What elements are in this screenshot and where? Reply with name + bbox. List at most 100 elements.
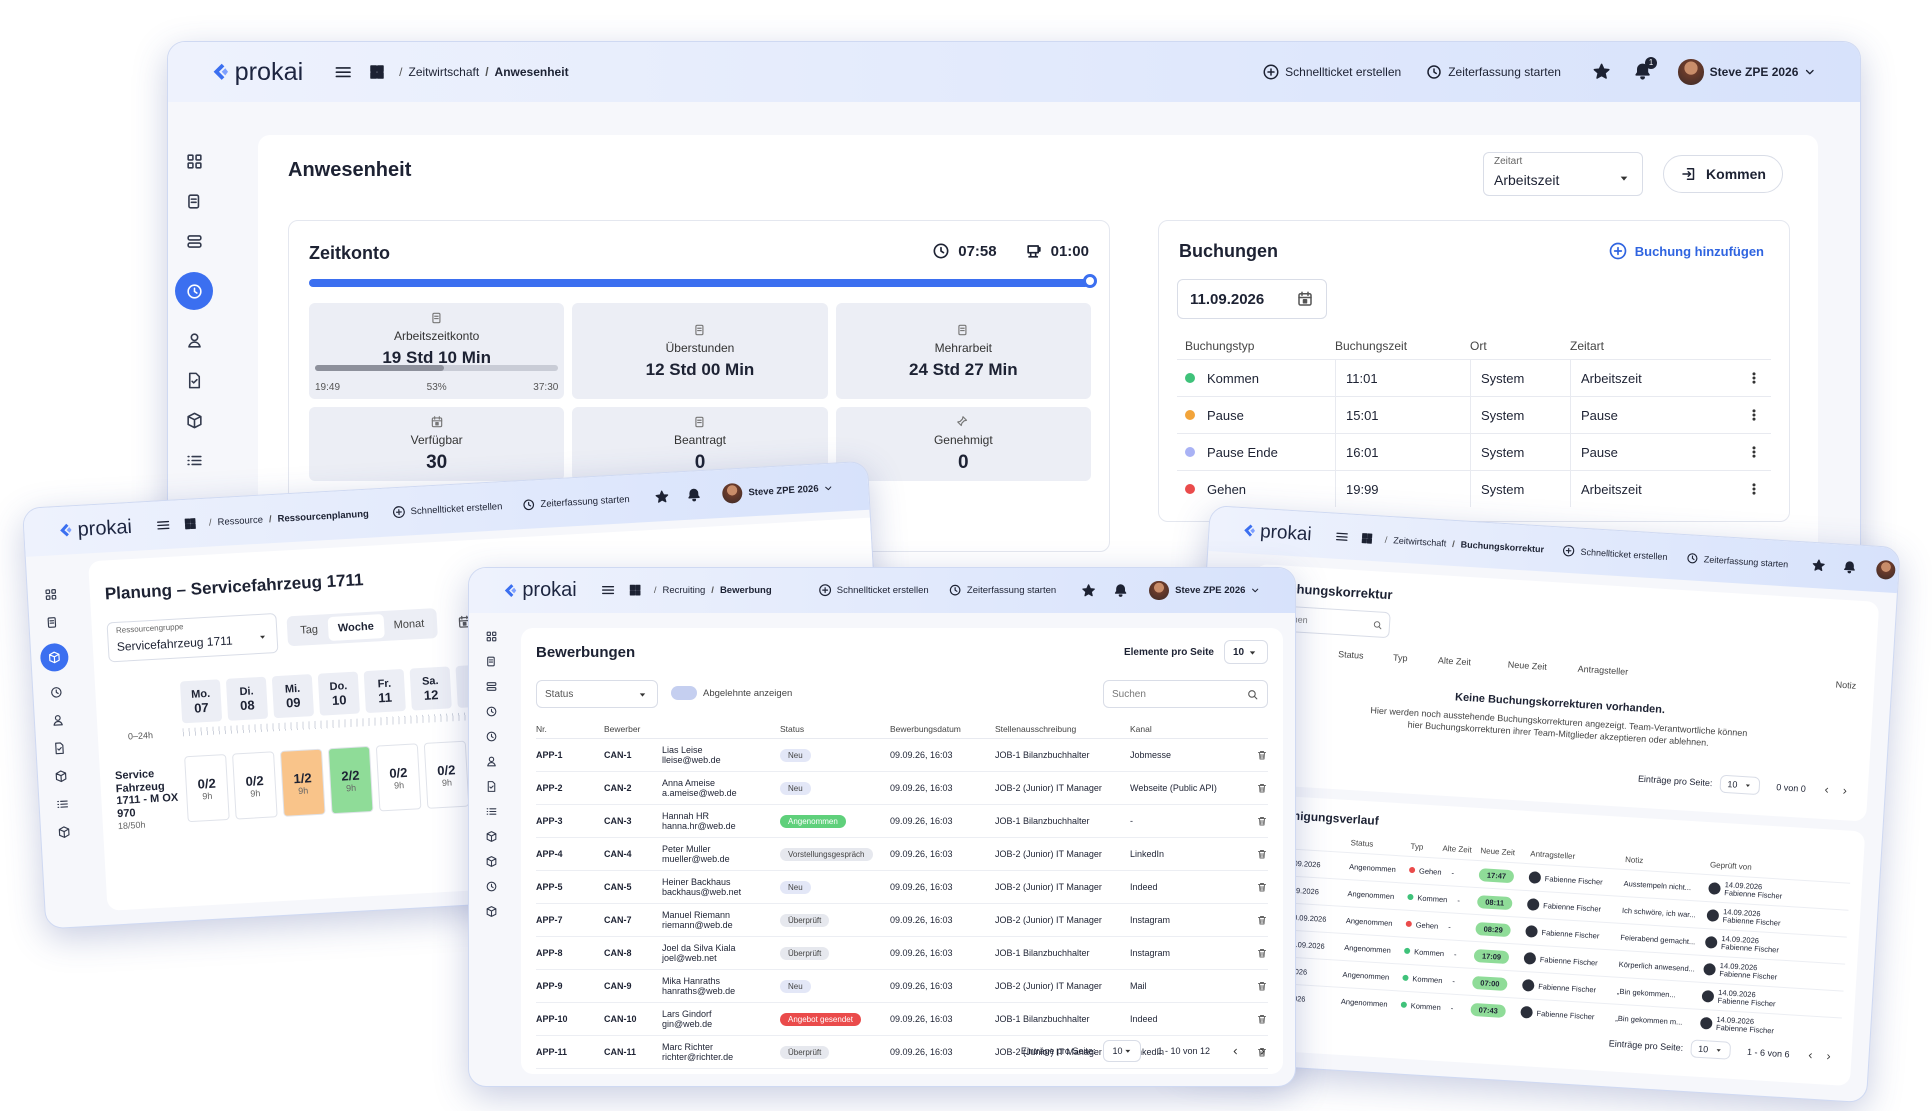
cell: Kommen - (1400, 1000, 1471, 1013)
icon[interactable] (1256, 1013, 1268, 1025)
new-time: 17:09 (1473, 948, 1510, 964)
icon-part (186, 412, 202, 429)
icon (155, 517, 172, 534)
cell (1240, 749, 1268, 761)
avatar (1701, 989, 1715, 1003)
type-text: Kommen (1413, 946, 1445, 958)
icon (185, 331, 204, 350)
add-booking[interactable]: Buchung hinzufügen (1608, 241, 1764, 261)
kommen-button[interactable]: Kommen (1663, 155, 1783, 193)
cell-text: Pause (1581, 407, 1618, 423)
icon-part (954, 587, 958, 593)
name: Hannah HR (662, 810, 710, 821)
cell: APP-4 (536, 849, 563, 859)
icon-part (335, 66, 352, 78)
icon-part (1243, 524, 1253, 538)
icon-part (431, 312, 441, 324)
account-min: 19:49 (315, 382, 341, 393)
icon-part (1263, 64, 1279, 80)
per-page-label: Elemente pro Seite (1123, 646, 1214, 658)
icon-part (1752, 372, 1756, 384)
header: prokai RessourceRessourcenplanung Schnellt… (23, 461, 870, 557)
icon-part (1233, 1048, 1237, 1054)
icon-part (53, 715, 63, 726)
icon-part (1746, 784, 1751, 788)
icon-part (1252, 588, 1259, 593)
status: Neu (780, 979, 811, 993)
application-row: APP-5 CAN-5 Heiner Backhaus backhaus@web.ne… (536, 871, 1268, 904)
icon-part (187, 341, 201, 348)
icon[interactable] (1256, 947, 1268, 959)
icon-part (958, 324, 967, 335)
cell: Ich schwöre, ich war... (1621, 905, 1696, 919)
icon-part (434, 421, 439, 425)
per-page: Elemente pro Seite 10 (1124, 640, 1268, 664)
icon-part (486, 856, 496, 867)
icon (57, 825, 72, 840)
icon[interactable] (1256, 914, 1268, 926)
cell: System (1470, 471, 1570, 507)
stat-value: 0 (694, 451, 706, 473)
bell (1113, 583, 1128, 598)
cell: 07:43 (1470, 1002, 1521, 1018)
tab[interactable]: Tag (299, 623, 319, 637)
icon (956, 415, 970, 429)
email: gin@web.de (662, 1019, 713, 1029)
icon (956, 323, 970, 337)
slot-hours: 9h (202, 790, 213, 801)
cell: 08:11 (1476, 894, 1528, 911)
tab[interactable]: Woche (327, 614, 385, 642)
cell: Angenommen (780, 814, 890, 828)
icon-part (1691, 555, 1695, 560)
icon (636, 688, 649, 701)
icon[interactable] (1256, 848, 1268, 860)
pager-select: 10 (1690, 1039, 1732, 1060)
icon-part (45, 589, 57, 600)
icon[interactable] (1256, 782, 1268, 794)
old-time: - (1457, 895, 1461, 905)
icon-part (1249, 650, 1256, 655)
icon-part (184, 518, 191, 524)
stat-label: Überstunden (665, 340, 735, 355)
icon (1823, 1051, 1834, 1062)
icon[interactable] (1256, 815, 1268, 827)
icon-part (370, 65, 377, 72)
bell: 1 (1633, 57, 1658, 81)
icon-part (1258, 784, 1266, 793)
cell: „Bin gekommen... (1616, 986, 1677, 999)
select-label: Ressourcengruppe (115, 622, 184, 635)
icon[interactable] (1256, 881, 1268, 893)
cell-text: 16:01 (1346, 444, 1379, 460)
status: Neu (780, 748, 811, 762)
buchungen-panel: Buchungen Buchung hinzufügen 11.09.2026 Buc… (1158, 220, 1790, 522)
day-num: 09 (285, 694, 301, 711)
header-action: Zeiterfassung starten (948, 583, 1056, 597)
select-label: Zeitart (1494, 156, 1523, 167)
email: hanraths@web.de (662, 986, 736, 996)
status: Neu (780, 880, 811, 894)
person: Fabienne Fischer (1541, 927, 1600, 941)
cell: CAN-9 (604, 981, 632, 991)
icon-part (190, 333, 198, 342)
name: Joel da Silva Kiala (662, 942, 736, 953)
checked-by: Fabienne Fischer (1722, 915, 1781, 928)
icon-part (958, 324, 967, 335)
icon (1685, 551, 1699, 565)
cell: APP-3 (536, 816, 563, 826)
new-time: 07:00 (1471, 975, 1508, 991)
icon-part (190, 198, 197, 204)
icon-part (1258, 916, 1266, 925)
cell: 09.09.26, 16:03 (890, 882, 953, 892)
stat-value: 12 Std 00 Min (645, 359, 755, 379)
cell: 14.09.2026 Fabienne Fischer (1704, 934, 1847, 959)
icon[interactable] (1256, 980, 1268, 992)
cell: Kommen (1185, 360, 1335, 396)
date-value: 11.09.2026 (1190, 290, 1265, 308)
cell: Pause (1570, 397, 1720, 433)
icon[interactable] (1256, 749, 1268, 761)
cell: 19:99 (1335, 471, 1470, 507)
tab[interactable]: Monat (393, 617, 425, 632)
stat-label: Arbeitszeitkonto (393, 329, 480, 343)
cell-text: Kommen (1207, 370, 1260, 386)
toggle[interactable]: Abgelehnte anzeigen (671, 686, 792, 700)
